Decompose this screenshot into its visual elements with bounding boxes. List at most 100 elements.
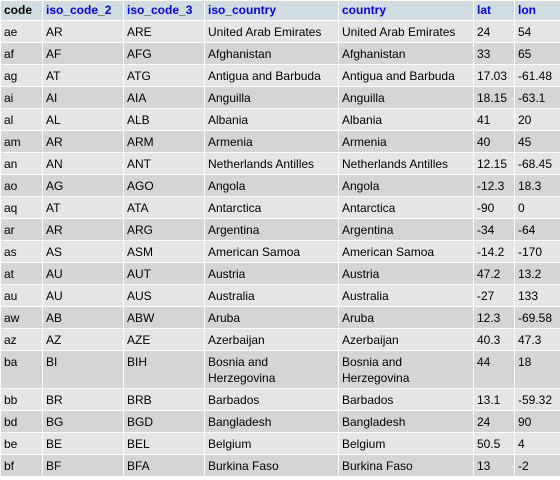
cell-code: am bbox=[4, 135, 21, 149]
cell-iso-country: Bosnia and Herzegovina bbox=[208, 355, 276, 385]
cell-iso-country: American Samoa bbox=[208, 245, 301, 259]
cell-lon: 54 bbox=[518, 25, 532, 39]
column-header-iso-country[interactable]: iso_country bbox=[205, 1, 338, 20]
cell-iso-code-3: AZE bbox=[127, 333, 151, 347]
column-header-lon[interactable]: lon bbox=[515, 1, 560, 20]
cell-code: bb bbox=[4, 393, 18, 407]
cell-lon: -69.58 bbox=[518, 311, 553, 325]
column-header-country[interactable]: country bbox=[339, 1, 473, 20]
cell-lat: -90 bbox=[477, 201, 495, 215]
table-row: bd BG BGD Bangladesh Bangladesh 24 90 bbox=[1, 411, 560, 432]
cell-iso-country: Austria bbox=[208, 267, 246, 281]
cell-iso-code-2: AN bbox=[46, 157, 63, 171]
cell-country: Barbados bbox=[342, 393, 394, 407]
cell-iso-code-2: BI bbox=[46, 355, 58, 369]
column-header-code[interactable]: code bbox=[1, 1, 42, 20]
cell-iso-code-3: ABW bbox=[127, 311, 155, 325]
table-row: as AS ASM American Samoa American Samoa -14.2… bbox=[1, 241, 560, 262]
table-row: aq AT ATA Antarctica Antarctica -90 0 bbox=[1, 197, 560, 218]
cell-lon: -2 bbox=[518, 459, 529, 473]
cell-iso-country: Antarctica bbox=[208, 201, 262, 215]
cell-lat: 41 bbox=[477, 113, 491, 127]
cell-code: ae bbox=[4, 25, 18, 39]
cell-iso-code-2: AT bbox=[46, 69, 61, 83]
cell-iso-code-2: AT bbox=[46, 201, 61, 215]
table-row: bb BR BRB Barbados Barbados 13.1 -59.32 bbox=[1, 389, 560, 410]
column-header-iso-code-2[interactable]: iso_code_2 bbox=[43, 1, 123, 20]
cell-iso-code-2: AU bbox=[46, 289, 63, 303]
cell-code: ai bbox=[4, 91, 14, 105]
cell-lon: -68.45 bbox=[518, 157, 553, 171]
cell-code: al bbox=[4, 113, 14, 127]
cell-lat: -27 bbox=[477, 289, 495, 303]
cell-lat: 12.3 bbox=[477, 311, 501, 325]
table-row: am AR ARM Armenia Armenia 40 45 bbox=[1, 131, 560, 152]
cell-code: be bbox=[4, 437, 18, 451]
cell-country: Antarctica bbox=[342, 201, 396, 215]
cell-iso-country: Anguilla bbox=[208, 91, 251, 105]
cell-country: Azerbaijan bbox=[342, 333, 399, 347]
cell-lon: 18.3 bbox=[518, 179, 542, 193]
column-header-iso-code-3[interactable]: iso_code_3 bbox=[124, 1, 204, 20]
table-row: ae AR ARE United Arab Emirates United Arab E… bbox=[1, 21, 560, 42]
cell-iso-code-3: ASM bbox=[127, 245, 154, 259]
cell-iso-code-3: AGO bbox=[127, 179, 154, 193]
cell-iso-code-3: ATA bbox=[127, 201, 149, 215]
cell-iso-code-3: ARM bbox=[127, 135, 154, 149]
cell-iso-code-2: AU bbox=[46, 267, 63, 281]
cell-lat: 24 bbox=[477, 415, 491, 429]
cell-lon: 0 bbox=[518, 201, 525, 215]
cell-lat: 47.2 bbox=[477, 267, 501, 281]
header-row: code iso_code_2 iso_code_3 iso_country c… bbox=[1, 1, 560, 20]
cell-code: aq bbox=[4, 201, 18, 215]
cell-lon: 18 bbox=[518, 355, 532, 369]
table-row: af AF AFG Afghanistan Afghanistan 33 65 bbox=[1, 43, 560, 64]
cell-country: Bangladesh bbox=[342, 415, 406, 429]
cell-country: Austria bbox=[342, 267, 380, 281]
cell-iso-country: Antigua and Barbuda bbox=[208, 69, 321, 83]
column-header-lat[interactable]: lat bbox=[474, 1, 514, 20]
cell-iso-code-3: AUT bbox=[127, 267, 151, 281]
table-row: be BE BEL Belgium Belgium 50.5 4 bbox=[1, 433, 560, 454]
cell-iso-country: Afghanistan bbox=[208, 47, 272, 61]
cell-code: au bbox=[4, 289, 18, 303]
cell-iso-code-3: BIH bbox=[127, 355, 148, 369]
cell-iso-country: Albania bbox=[208, 113, 249, 127]
cell-country: Afghanistan bbox=[342, 47, 406, 61]
cell-lat: 17.03 bbox=[477, 69, 508, 83]
cell-code: aw bbox=[4, 311, 20, 325]
cell-iso-code-2: BR bbox=[46, 393, 63, 407]
table-body: ae AR ARE United Arab Emirates United Arab E… bbox=[1, 21, 560, 476]
cell-iso-country: Barbados bbox=[208, 393, 260, 407]
cell-iso-country: Armenia bbox=[208, 135, 253, 149]
cell-lon: 45 bbox=[518, 135, 532, 149]
cell-country: Antigua and Barbuda bbox=[342, 69, 455, 83]
cell-iso-country: Australia bbox=[208, 289, 255, 303]
cell-iso-code-3: ATG bbox=[127, 69, 151, 83]
cell-iso-code-2: BF bbox=[46, 459, 62, 473]
cell-iso-code-2: AG bbox=[46, 179, 64, 193]
cell-country: Angola bbox=[342, 179, 380, 193]
cell-iso-code-2: AB bbox=[46, 311, 63, 325]
cell-iso-code-2: AR bbox=[46, 223, 63, 237]
cell-country: Belgium bbox=[342, 437, 386, 451]
cell-lon: -63.1 bbox=[518, 91, 546, 105]
cell-country: Anguilla bbox=[342, 91, 385, 105]
cell-lat: 13.1 bbox=[477, 393, 501, 407]
cell-lon: 133 bbox=[518, 289, 539, 303]
table-row: bf BF BFA Burkina Faso Burkina Faso 13 -2 bbox=[1, 455, 560, 476]
cell-iso-country: Burkina Faso bbox=[208, 459, 279, 473]
cell-code: ar bbox=[4, 223, 15, 237]
cell-lon: -170 bbox=[518, 245, 543, 259]
cell-iso-code-3: ARE bbox=[127, 25, 152, 39]
table-row: an AN ANT Netherlands Antilles Netherlands A… bbox=[1, 153, 560, 174]
table-row: aw AB ABW Aruba Aruba 12.3 -69.58 bbox=[1, 307, 560, 328]
cell-iso-code-3: BFA bbox=[127, 459, 150, 473]
cell-iso-code-2: AR bbox=[46, 135, 63, 149]
cell-iso-country: Netherlands Antilles bbox=[208, 157, 315, 171]
cell-iso-country: Argentina bbox=[208, 223, 260, 237]
cell-iso-country: United Arab Emirates bbox=[208, 25, 322, 39]
cell-iso-code-3: ANT bbox=[127, 157, 151, 171]
cell-iso-country: Aruba bbox=[208, 311, 241, 325]
